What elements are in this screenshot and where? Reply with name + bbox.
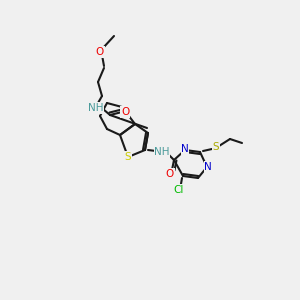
Text: N: N (181, 144, 189, 154)
Text: O: O (166, 169, 174, 179)
Text: NH: NH (154, 147, 170, 157)
Text: O: O (121, 107, 129, 117)
Text: O: O (96, 47, 104, 57)
Text: S: S (125, 152, 131, 162)
Text: Cl: Cl (174, 185, 184, 195)
Text: N: N (204, 162, 212, 172)
Text: NH: NH (88, 103, 104, 113)
Text: S: S (213, 142, 219, 152)
